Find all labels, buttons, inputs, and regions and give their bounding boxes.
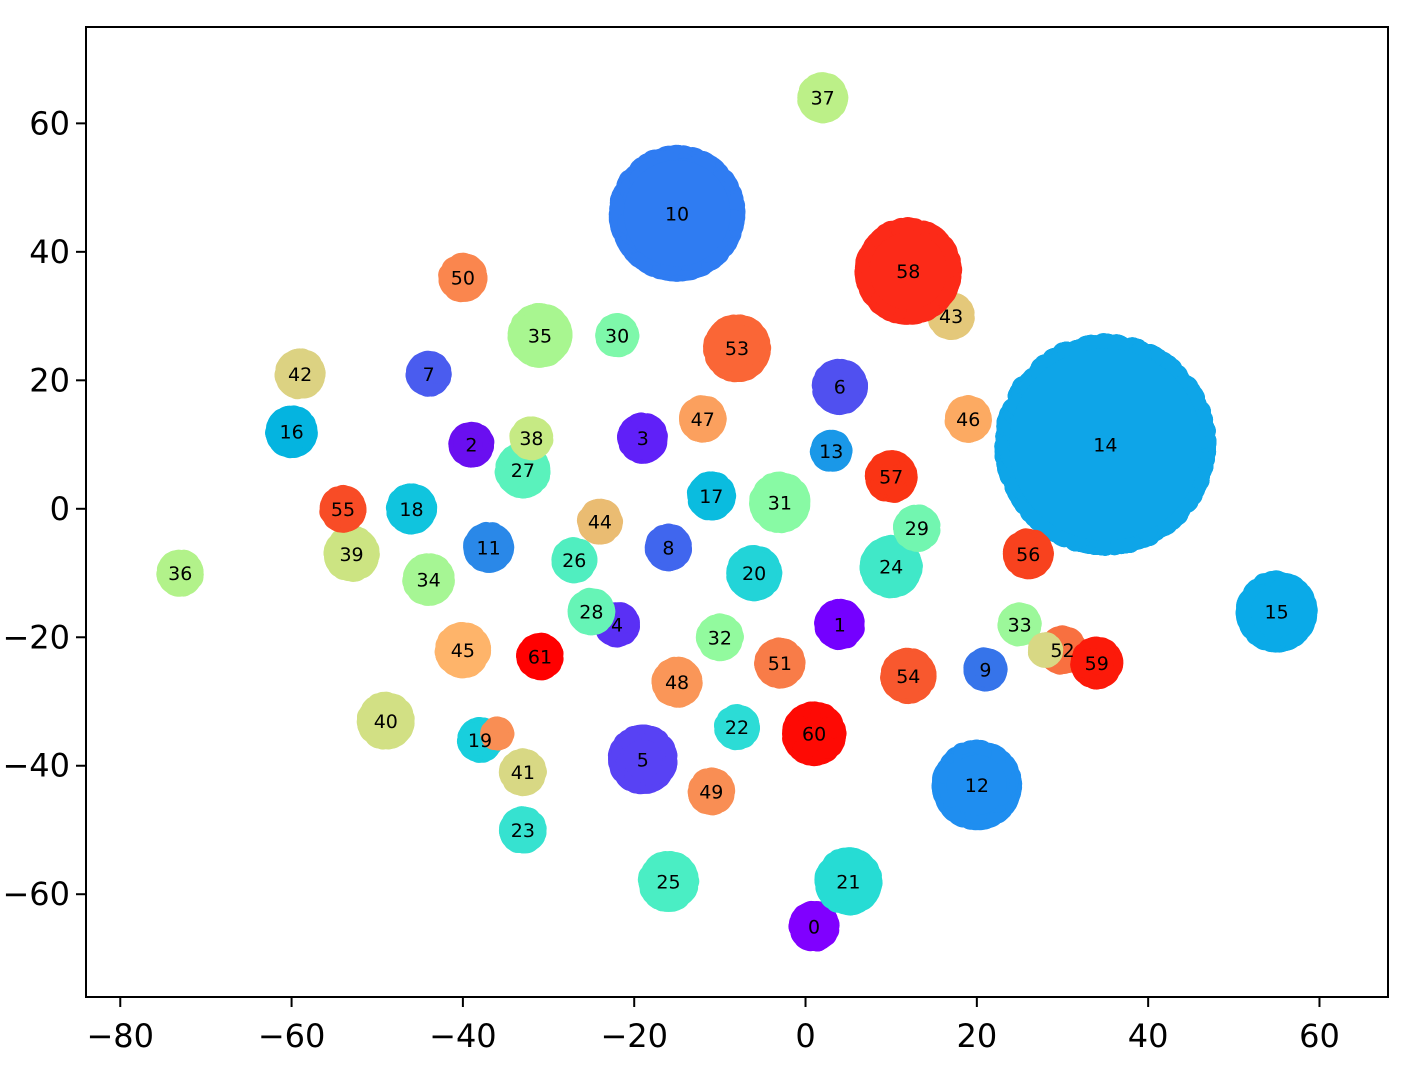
scatter-chart: 012 345678910111213 1415161718192021222324… — [0, 0, 1418, 1080]
